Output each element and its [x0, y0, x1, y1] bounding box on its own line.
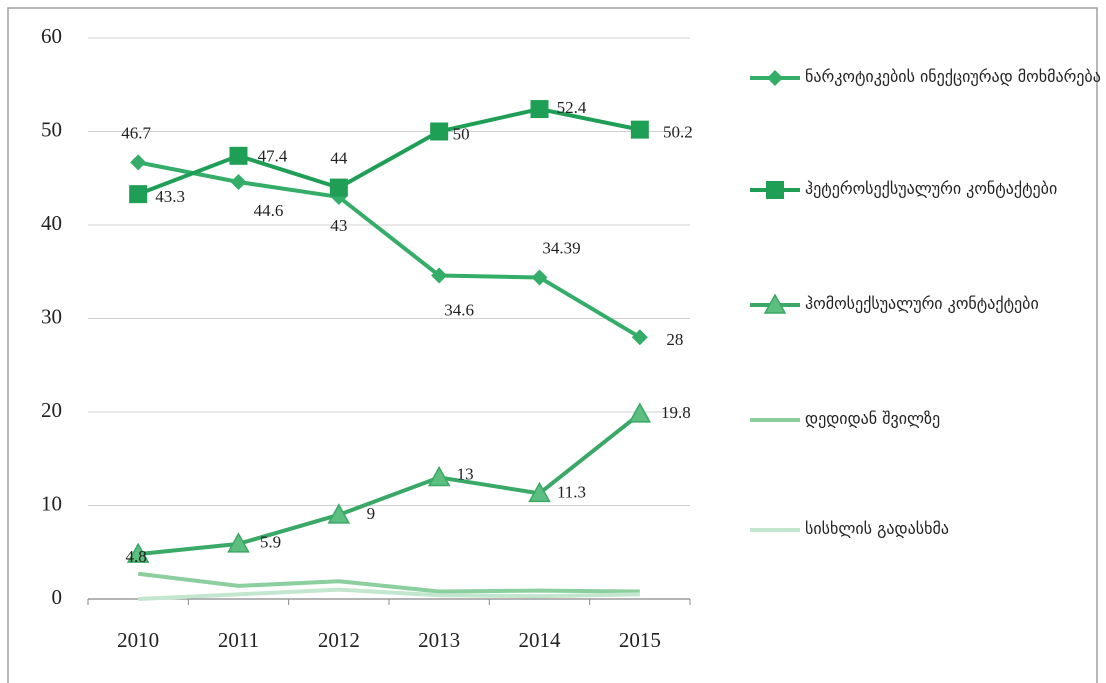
legend-label: სისხლის გადასხმა [805, 519, 949, 538]
y-tick-label: 60 [41, 24, 62, 48]
y-tick-label: 20 [41, 398, 62, 422]
data-label: 43.3 [155, 187, 185, 206]
marker [329, 178, 348, 197]
legend-label: დედიდან შვილზე [805, 409, 941, 428]
x-tick-label: 2015 [619, 628, 661, 652]
marker [767, 70, 783, 86]
marker [130, 154, 147, 171]
data-label: 44.6 [254, 201, 284, 220]
data-label: 19.8 [661, 403, 691, 422]
series-line [137, 412, 642, 557]
frame [7, 7, 1098, 683]
series-line [137, 107, 641, 197]
data-label: 13 [457, 464, 474, 483]
data-label: 34.6 [444, 300, 474, 319]
x-tick-label: 2014 [519, 628, 562, 652]
data-label: 5.9 [260, 533, 281, 552]
marker [227, 532, 250, 553]
marker [126, 542, 150, 563]
series-line [138, 587, 640, 601]
marker [431, 267, 448, 284]
marker [528, 481, 551, 503]
legend-label: ნარკოტიკების ინექციურად მოხმარება [805, 67, 1101, 86]
marker [430, 122, 449, 141]
marker [763, 293, 787, 314]
series-line [137, 571, 640, 594]
data-label: 43 [330, 216, 347, 235]
data-label: 9 [367, 504, 376, 523]
marker [630, 120, 649, 139]
marker [766, 181, 784, 199]
y-tick-label: 10 [41, 491, 62, 515]
x-tick-label: 2012 [318, 628, 360, 652]
marker [628, 402, 652, 423]
y-tick-label: 50 [41, 117, 62, 141]
data-label: 44 [330, 149, 348, 168]
marker [531, 269, 548, 286]
data-label: 52.4 [557, 98, 587, 117]
marker [229, 146, 248, 165]
y-tick-label: 40 [41, 211, 62, 235]
marker [631, 329, 648, 346]
marker [129, 185, 148, 204]
data-label: 4.8 [126, 547, 147, 566]
data-label: 50 [453, 124, 470, 143]
y-tick-label: 30 [41, 304, 62, 328]
legend-label: ჰომოსექსუალური კონტაქტები [805, 294, 1039, 313]
data-label: 46.7 [121, 123, 151, 142]
marker [327, 503, 351, 524]
y-tick-label: 0 [52, 585, 63, 609]
data-label: 47.4 [258, 147, 288, 166]
legend-label: ჰეტეროსექსუალური კონტაქტები [805, 179, 1058, 198]
marker [230, 173, 247, 190]
data-label: 11.3 [557, 482, 586, 501]
series-line [137, 160, 641, 339]
x-tick-label: 2013 [418, 628, 460, 652]
data-label: 34.39 [542, 238, 580, 257]
x-tick-label: 2010 [117, 628, 159, 652]
data-label: 50.2 [663, 123, 693, 142]
marker [427, 465, 451, 487]
x-tick-label: 2011 [218, 628, 259, 652]
data-label: 28 [666, 330, 683, 349]
marker [530, 100, 549, 119]
